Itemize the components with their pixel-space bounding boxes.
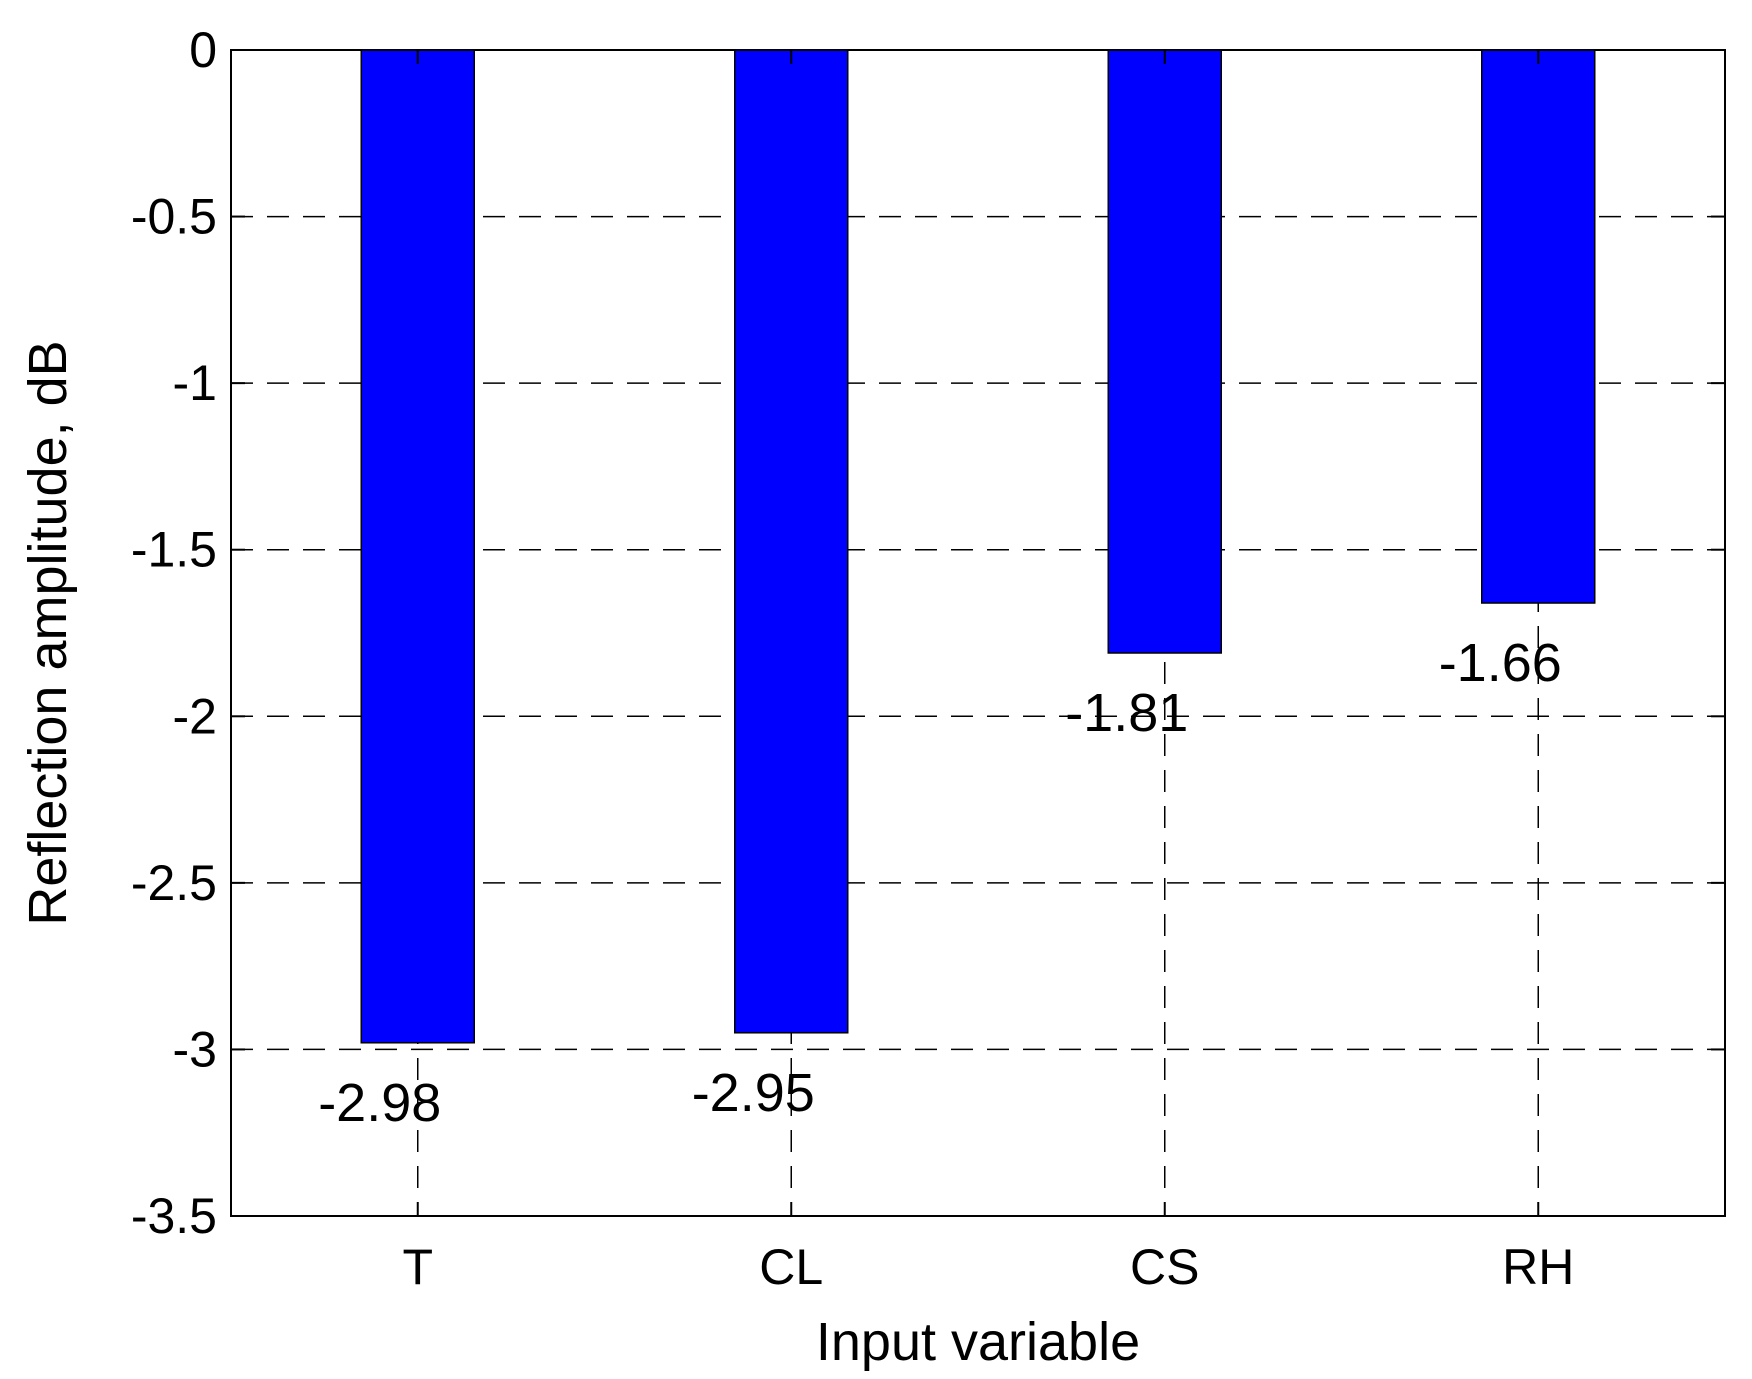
y-tick-label: 0 [189,22,217,78]
data-label: -1.66 [1439,633,1562,693]
x-tick-label: T [402,1239,433,1295]
y-tick-label: -0.5 [131,189,217,245]
bar-cs [1107,49,1222,654]
x-tick-label: CS [1130,1239,1199,1295]
y-tick-label: -1.5 [131,522,217,578]
bar-rh [1481,49,1596,604]
y-tick-label: -2 [173,688,217,744]
bars [360,49,1596,1044]
x-tick-label: CL [759,1239,823,1295]
plot-frame [230,49,1726,1217]
bar-t [360,49,475,1044]
y-tick-label: -1 [173,355,217,411]
bar-cl [734,49,849,1034]
y-tick-label: -3.5 [131,1188,217,1244]
axis-ticks: 0 -0.5 -1 -1.5 -2 -2.5 -3 -3.5 T CL CS RH [131,22,1725,1295]
y-axis-title: Reflection amplitude, dB [18,340,78,925]
data-labels: -2.98 -2.95 -1.81 -1.66 [318,633,1562,1133]
y-tick-label: -3 [173,1021,217,1077]
y-tick-label: -2.5 [131,855,217,911]
data-label: -2.98 [318,1073,441,1133]
x-tick-label: RH [1502,1239,1574,1295]
x-axis-title: Input variable [816,1312,1140,1372]
data-label: -2.95 [692,1063,815,1123]
data-label: -1.81 [1065,683,1188,743]
